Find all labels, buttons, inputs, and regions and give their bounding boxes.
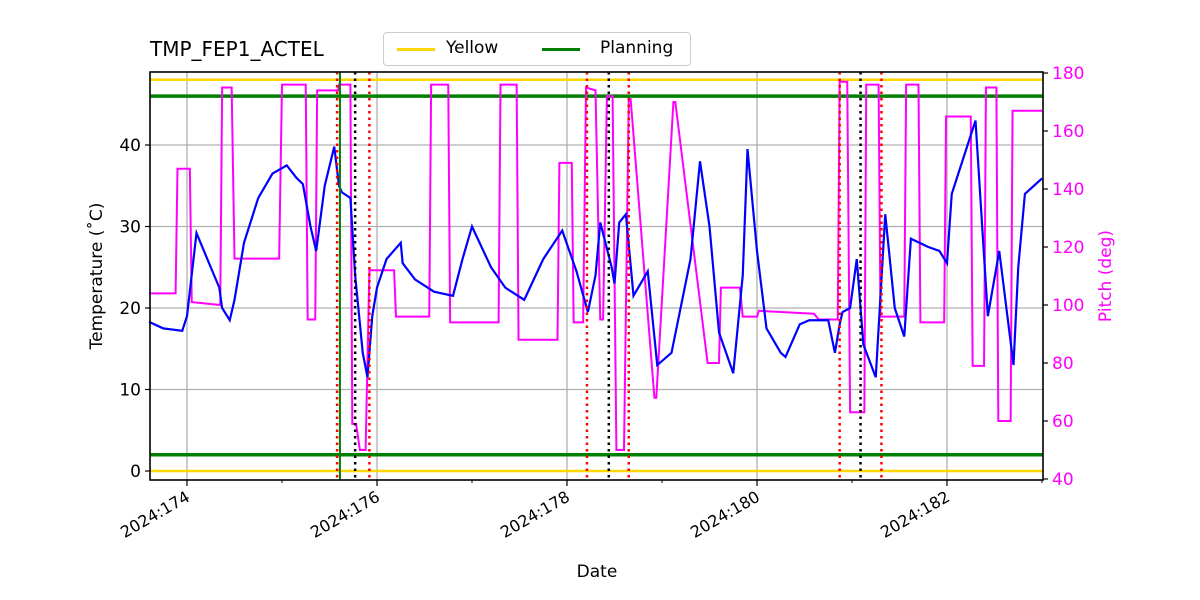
y-tick-label: 0 <box>130 462 141 482</box>
y2-axis-label: Pitch (deg) <box>1096 230 1116 322</box>
plot-frame <box>149 71 1044 481</box>
legend-label-yellow: Yellow <box>446 38 499 58</box>
y2-tick-label: 80 <box>1052 354 1074 374</box>
y-tick-label: 20 <box>119 299 141 319</box>
x-axis-label: Date <box>577 562 618 582</box>
y-axis-right: 40 60 80 100 120 140 160 180 <box>1043 64 1084 490</box>
y2-tick-label: 100 <box>1052 296 1084 316</box>
y-axis-left: 0 10 20 30 40 <box>119 136 150 482</box>
data-series <box>148 80 1043 451</box>
y2-tick-label: 40 <box>1052 470 1074 490</box>
y2-tick-label: 140 <box>1052 180 1084 200</box>
legend: Yellow Planning <box>383 32 691 66</box>
x-tick-label: 2024:174 <box>117 487 193 542</box>
y-tick-label: 30 <box>119 218 141 238</box>
x-axis: 2024:174 2024:176 2024:178 2024:180 2024:182 <box>117 480 1043 542</box>
y-tick-label: 10 <box>119 381 141 401</box>
event-vertical-lines <box>335 72 883 480</box>
x-tick-label: 2024:180 <box>687 487 763 542</box>
y2-tick-label: 180 <box>1052 64 1084 84</box>
chart-title: TMP_FEP1_ACTEL <box>150 37 324 61</box>
legend-label-planning: Planning <box>600 38 674 58</box>
x-tick-label: 2024:182 <box>877 487 953 542</box>
y2-tick-label: 120 <box>1052 238 1084 258</box>
y2-tick-label: 160 <box>1052 122 1084 142</box>
legend-swatch-planning <box>542 48 580 51</box>
x-tick-label: 2024:178 <box>497 487 573 542</box>
legend-swatch-yellow <box>397 48 435 51</box>
temperature-line <box>148 120 1043 378</box>
y-axis-label: Temperature (˚C) <box>86 203 107 351</box>
y2-tick-label: 60 <box>1052 412 1074 432</box>
x-tick-label: 2024:176 <box>307 487 383 542</box>
pitch-line <box>149 80 1042 451</box>
y-tick-label: 40 <box>119 136 141 156</box>
